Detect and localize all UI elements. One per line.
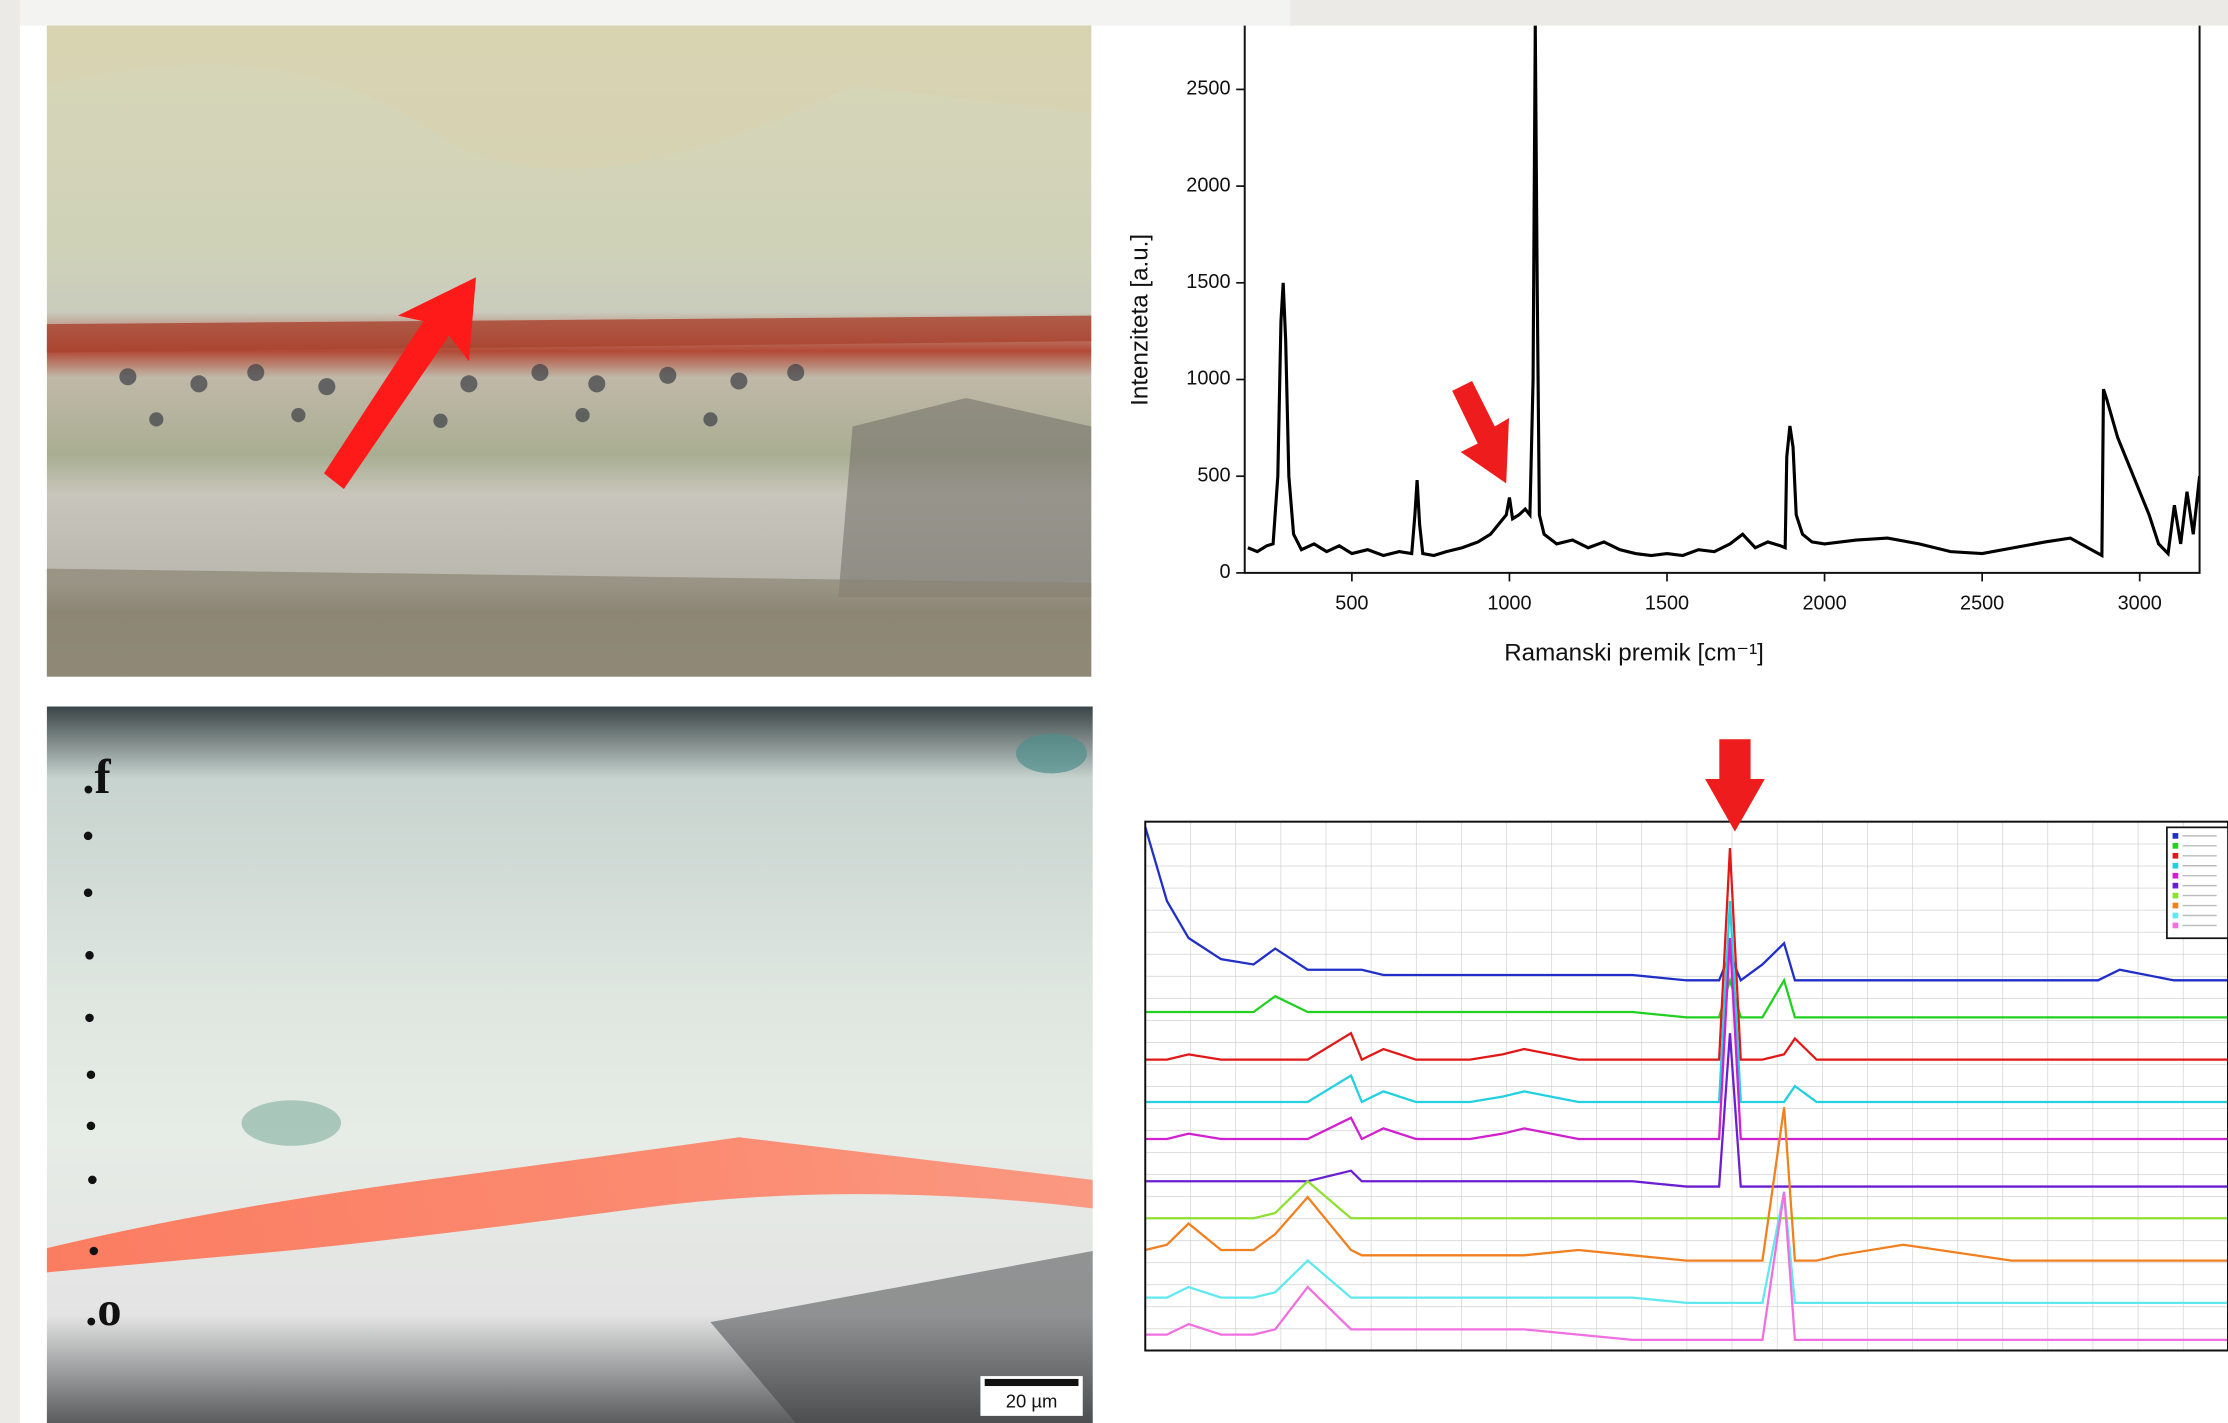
y-tick-label: 0 bbox=[1219, 561, 1230, 583]
x-tick-label: 1000 bbox=[1487, 592, 1531, 614]
x-tick-label: 500 bbox=[1335, 592, 1368, 614]
top-band-light bbox=[20, 0, 1290, 26]
legend-swatch bbox=[2173, 923, 2179, 929]
legend-swatch bbox=[2173, 893, 2179, 899]
legend-swatch bbox=[2173, 873, 2179, 879]
x-tick-label: 2500 bbox=[1960, 592, 2004, 614]
legend-swatch bbox=[2173, 903, 2179, 909]
wall-photo bbox=[47, 26, 1091, 677]
legend-swatch bbox=[2173, 833, 2179, 839]
y-tick-label: 2000 bbox=[1186, 174, 1230, 196]
cross-section-photo: .f .o 20 µm bbox=[47, 707, 1093, 1423]
x-tick-label: 1500 bbox=[1645, 592, 1689, 614]
figure: .f .o 20 µm Ramanski premik [cm⁻¹] Inten… bbox=[0, 0, 2228, 1423]
y-tick-label: 500 bbox=[1197, 464, 1230, 486]
page: {"chart_data": [ {"type": "line", "x_lab… bbox=[0, 0, 2228, 1423]
left-band bbox=[0, 0, 20, 1423]
y-tick-label: 1500 bbox=[1186, 271, 1230, 293]
legend-swatch bbox=[2173, 883, 2179, 889]
top-layer-label: .f bbox=[82, 751, 111, 804]
y-tick-label: 1000 bbox=[1186, 368, 1230, 390]
x-axis-label: Ramanski premik [cm⁻¹] bbox=[1504, 639, 1764, 666]
legend bbox=[2167, 827, 2228, 938]
legend-swatch bbox=[2173, 843, 2179, 849]
legend-swatch bbox=[2173, 853, 2179, 859]
bottom-layer-label: .o bbox=[85, 1283, 121, 1336]
x-tick-label: 2000 bbox=[1802, 592, 1846, 614]
x-tick-label: 3000 bbox=[2118, 592, 2162, 614]
y-axis-label: Intenziteta [a.u.] bbox=[1126, 234, 1153, 406]
y-tick-label: 2500 bbox=[1186, 78, 1230, 100]
legend-swatch bbox=[2173, 913, 2179, 919]
stacked-spectra bbox=[1145, 822, 2228, 1351]
scale-bar-label: 20 µm bbox=[1006, 1390, 1058, 1411]
legend-swatch bbox=[2173, 863, 2179, 869]
